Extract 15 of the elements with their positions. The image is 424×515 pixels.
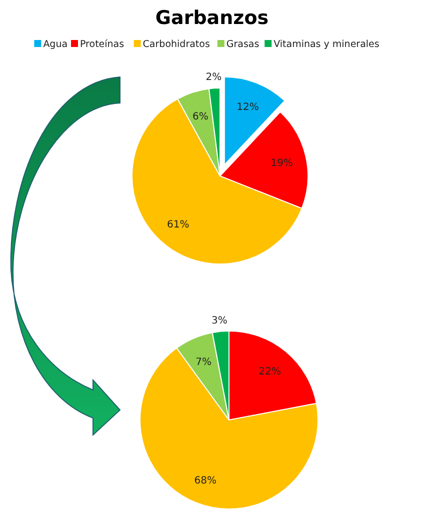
data-label: 2% [206, 72, 222, 84]
chart-title: Garbanzos [155, 7, 269, 29]
data-label: 68% [194, 476, 217, 487]
legend-label: Vitaminas y minerales [274, 39, 380, 50]
data-label: 19% [270, 158, 293, 170]
data-label: 61% [166, 220, 190, 231]
legend-label: Proteínas [80, 39, 124, 50]
legend-label: Grasas [226, 39, 260, 50]
data-label: 3% [212, 315, 228, 326]
data-label: 12% [236, 102, 259, 113]
data-label: 6% [192, 112, 208, 123]
data-label: 7% [196, 357, 212, 368]
legend-label: Agua [43, 39, 68, 50]
data-label: 22% [258, 366, 281, 378]
legend-label: Carbohidratos [142, 39, 210, 50]
